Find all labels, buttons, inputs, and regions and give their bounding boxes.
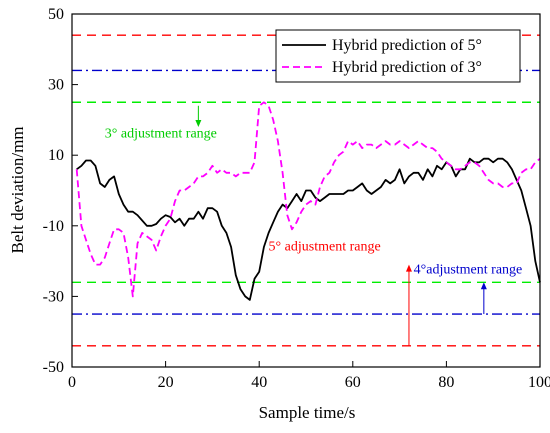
y-tick-label: -50 xyxy=(43,359,64,376)
y-tick-label: 50 xyxy=(48,6,64,23)
x-tick-label: 100 xyxy=(528,374,550,391)
legend: Hybrid prediction of 5° Hybrid prediction… xyxy=(275,29,521,83)
annotation-label-2: 4°adjustment range xyxy=(414,262,523,277)
series-layer xyxy=(75,101,541,301)
legend-box xyxy=(275,29,521,83)
legend-label-0: Hybrid prediction of 5° xyxy=(332,37,482,54)
y-tick-label: -10 xyxy=(43,218,64,235)
y-axis-label: Belt deviation/mm xyxy=(8,126,27,253)
x-tick-label: 80 xyxy=(438,374,454,391)
annotation-arrow-head-0 xyxy=(195,119,202,127)
series-line-1 xyxy=(75,101,541,298)
y-tick-label: 30 xyxy=(48,77,64,94)
x-axis-label: Sample time/s xyxy=(259,403,356,422)
x-tick-label: 60 xyxy=(345,374,361,391)
legend-label-1: Hybrid prediction of 3° xyxy=(332,59,482,76)
y-tick-label: 10 xyxy=(48,147,64,164)
plot-frame xyxy=(71,13,541,368)
y-tick-label: -30 xyxy=(43,288,64,305)
x-tick-label: 40 xyxy=(251,374,267,391)
annotation-label-0: 3° adjustment range xyxy=(105,127,217,142)
annotations: 3° adjustment range 5° adjustment range 4°… xyxy=(105,105,523,346)
axis-ticks: 0 20 40 60 80 100 -50 -30 -10 10 30 50 xyxy=(43,6,550,391)
annotation-arrow-head-2 xyxy=(480,282,487,290)
x-tick-label: 20 xyxy=(158,374,174,391)
annotation-arrow-head-1 xyxy=(405,264,412,272)
x-tick-label: 0 xyxy=(68,374,76,391)
series-line-0 xyxy=(76,157,541,301)
annotation-label-1: 5° adjustment range xyxy=(269,240,381,255)
